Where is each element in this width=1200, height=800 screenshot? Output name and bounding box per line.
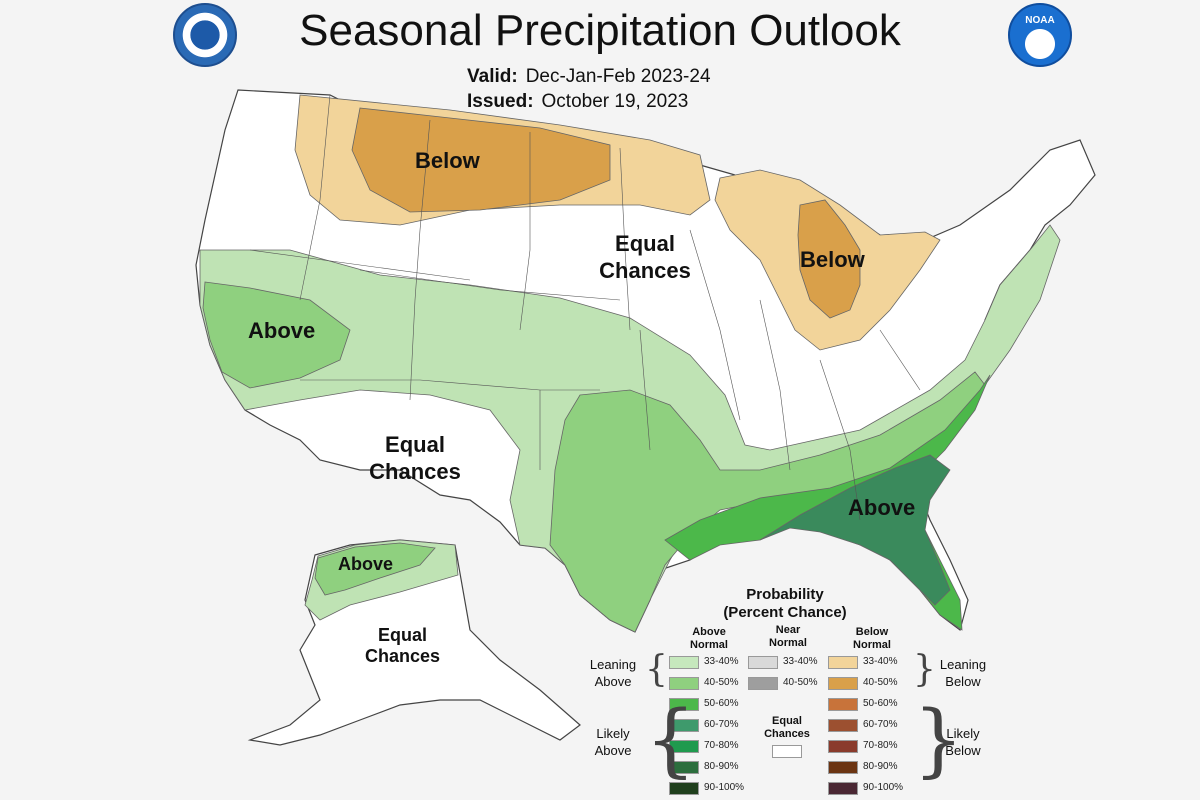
legend-title-line1: Probability <box>746 586 824 603</box>
state-boundaries <box>249 94 921 521</box>
legend-title-line2: (Percent Chance) <box>723 604 847 621</box>
alaska-above-mid <box>314 542 436 596</box>
equal-alaska-label: Equal Chances <box>355 625 450 667</box>
legend-above-header: Above Normal <box>674 626 744 652</box>
legend-above-swatch <box>669 761 699 774</box>
legend-below-swatch-label: 40-50% <box>863 677 898 688</box>
legend-likely-below: Likely Below <box>928 725 998 759</box>
legend-leaning-above: Leaning Above <box>578 656 648 690</box>
legend-above-swatch <box>669 719 699 732</box>
above-west-label: Above <box>248 318 316 343</box>
above-west-mid <box>202 281 351 389</box>
likely-above-2: Above <box>594 743 632 758</box>
legend-below-swatch <box>828 719 858 732</box>
legend-near-header: Near Normal <box>753 624 823 650</box>
legend-equal-label: Equal Chances <box>752 715 822 741</box>
legend-equal-label-1: Equal <box>772 715 802 727</box>
likely-above-1: Likely <box>596 726 630 741</box>
equal-central-line2: Chances <box>599 258 691 283</box>
equal-alaska-line1: Equal <box>377 625 427 645</box>
legend-above-swatch-label: 33-40% <box>704 656 739 667</box>
legend-near-swatch-label: 33-40% <box>783 656 818 667</box>
equal-southwest-label: Equal Chances <box>360 431 470 485</box>
valid-value: Dec-Jan-Feb 2023-24 <box>525 66 711 87</box>
legend-below-swatch <box>828 761 858 774</box>
noaa-logo-text: NOAA <box>1025 15 1055 26</box>
issued-label: Issued: <box>467 91 534 112</box>
equal-central-line1: Equal <box>615 231 675 256</box>
leaning-below-1: Leaning <box>939 657 987 672</box>
legend-above-swatch-label: 50-60% <box>704 698 739 709</box>
leaning-below-2: Below <box>945 674 981 689</box>
leaning-above-1: Leaning <box>589 657 637 672</box>
above-se-dark <box>759 454 951 606</box>
issued-value: October 19, 2023 <box>541 91 689 112</box>
brace-left-bottom: { <box>645 693 696 786</box>
below-north-dark <box>351 107 611 213</box>
legend-below-header-1: Below <box>855 626 889 638</box>
legend-above-swatch <box>669 656 699 669</box>
legend-above-swatch <box>669 677 699 690</box>
likely-below-2: Below <box>945 743 981 758</box>
legend-above-header-2: Normal <box>690 639 728 651</box>
page-title: Seasonal Precipitation Outlook <box>299 6 901 55</box>
issued-line: Issued: October 19, 2023 <box>467 91 688 113</box>
legend-likely-above: Likely Above <box>578 725 648 759</box>
brace-left-top: { <box>645 649 668 690</box>
legend-above-swatch-label: 40-50% <box>704 677 739 688</box>
likely-below-1: Likely <box>946 726 980 741</box>
legend-below-swatch <box>828 782 858 795</box>
legend-above-swatch-label: 70-80% <box>704 740 739 751</box>
legend-below-swatch-label: 70-80% <box>863 740 898 751</box>
brace-right-bottom: } <box>913 693 964 786</box>
legend-above-swatch <box>669 698 699 711</box>
below-north-label: Below <box>415 148 480 173</box>
legend-below-swatch <box>828 698 858 711</box>
legend-near-header-2: Normal <box>769 637 807 649</box>
legend-below-header-2: Normal <box>853 639 891 651</box>
equal-central-label: Equal Chances <box>590 230 700 284</box>
legend-equal-swatch <box>772 745 802 758</box>
legend-above-header-1: Above <box>692 626 726 638</box>
below-lakes-label: Below <box>800 247 865 272</box>
equal-southwest-line2: Chances <box>369 459 461 484</box>
brace-right-top: } <box>913 649 936 690</box>
valid-label: Valid: <box>467 66 518 87</box>
legend-above-swatch-label: 80-90% <box>704 761 739 772</box>
legend-near-swatch <box>748 677 778 690</box>
legend-leaning-below: Leaning Below <box>928 656 998 690</box>
legend-below-swatch-label: 33-40% <box>863 656 898 667</box>
legend-near-swatch <box>748 656 778 669</box>
equal-southwest-line1: Equal <box>385 432 445 457</box>
noaa-logo-icon: NOAA <box>1008 3 1072 67</box>
legend-title: Probability (Percent Chance) <box>690 586 880 622</box>
legend-above-swatch <box>669 740 699 753</box>
legend-below-header: Below Normal <box>837 626 907 652</box>
commerce-seal-icon <box>173 3 237 67</box>
leaning-above-2: Above <box>594 674 632 689</box>
legend-equal-label-2: Chances <box>764 728 810 740</box>
above-alaska-label: Above <box>338 554 394 574</box>
below-lakes-dark <box>797 199 861 319</box>
legend-below-swatch <box>828 677 858 690</box>
legend-near-header-1: Near <box>775 624 801 636</box>
legend-above-swatch-label: 60-70% <box>704 719 739 730</box>
legend-above-swatch <box>669 782 699 795</box>
legend-above-swatch-label: 90-100% <box>704 782 745 793</box>
legend-below-swatch <box>828 656 858 669</box>
legend-below-swatch-label: 90-100% <box>863 782 904 793</box>
legend-below-swatch-label: 50-60% <box>863 698 898 709</box>
equal-alaska-line2: Chances <box>364 646 441 666</box>
valid-line: Valid: Dec-Jan-Feb 2023-24 <box>467 66 711 88</box>
above-southeast-label: Above <box>848 495 916 520</box>
legend-below-swatch-label: 80-90% <box>863 761 898 772</box>
legend-below-swatch-label: 60-70% <box>863 719 898 730</box>
legend-near-swatch-label: 40-50% <box>783 677 818 688</box>
legend-below-swatch <box>828 740 858 753</box>
